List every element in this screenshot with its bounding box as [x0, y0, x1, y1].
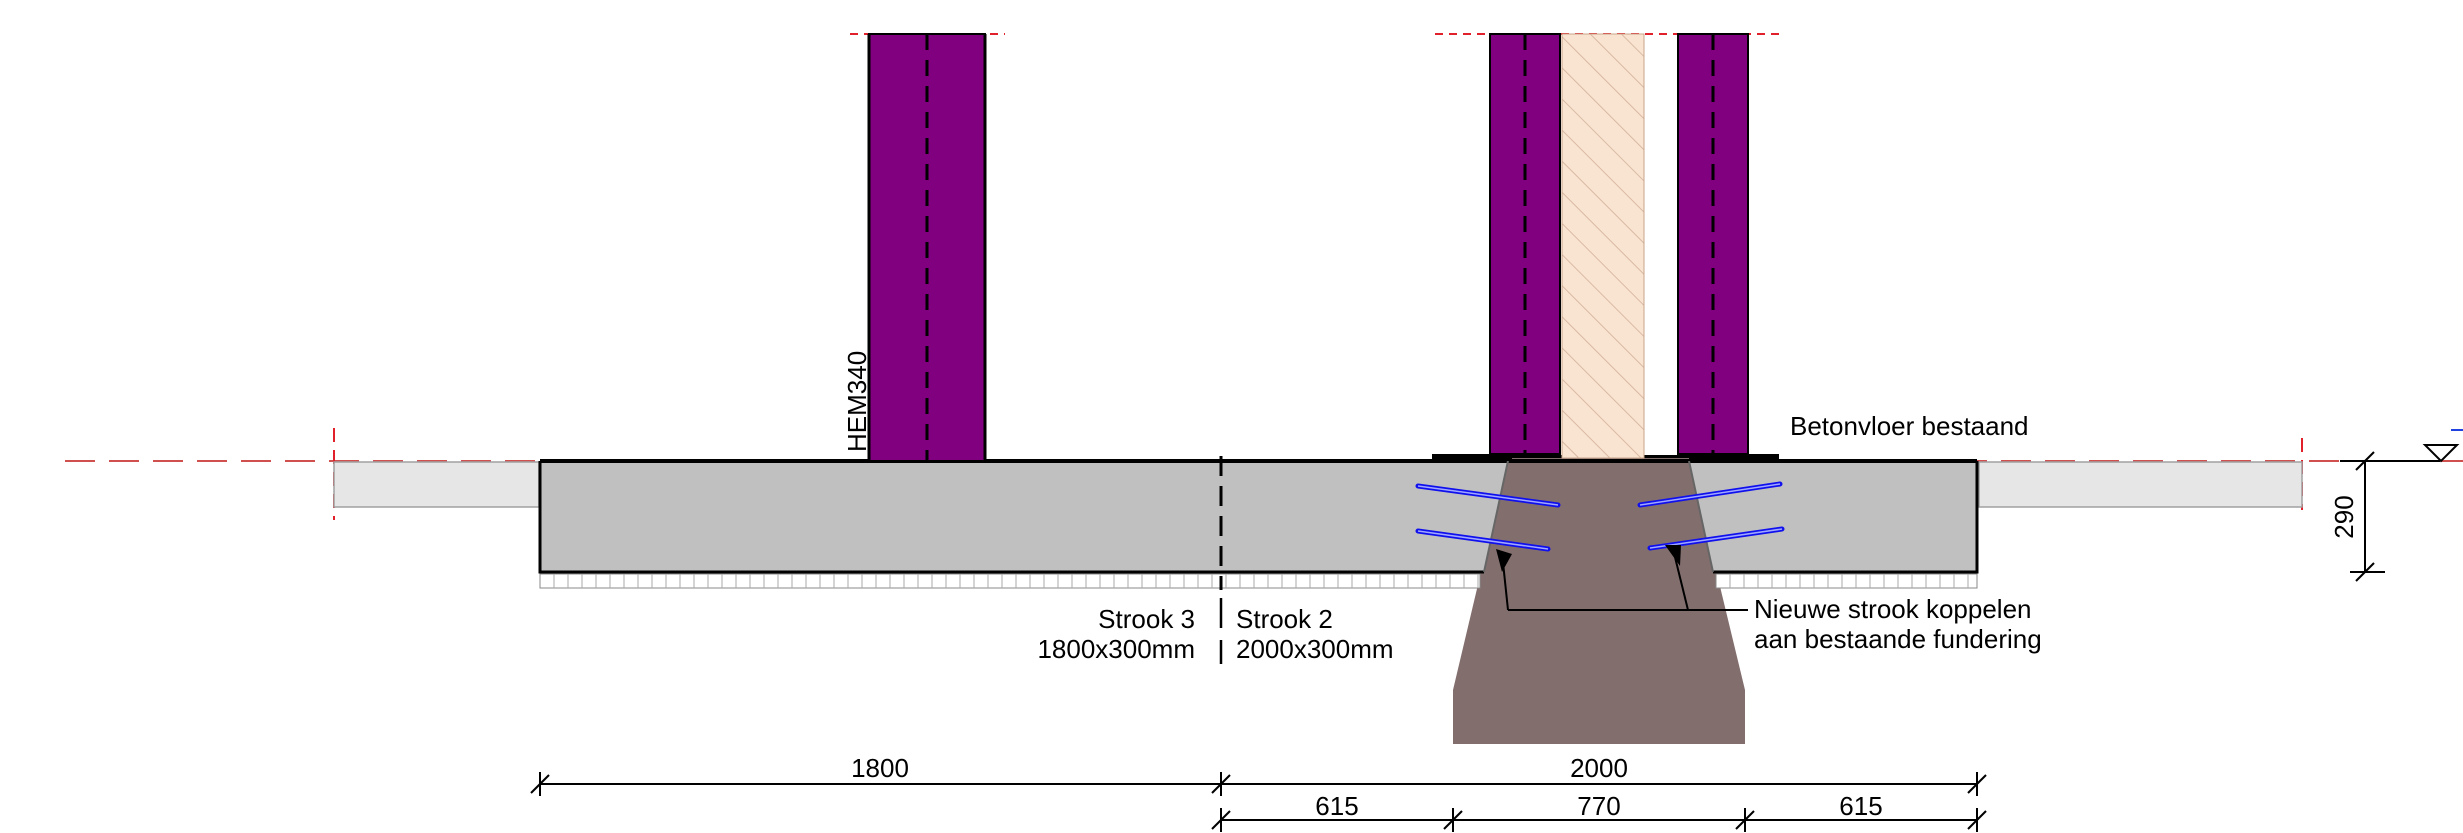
height-dimension — [2350, 451, 2385, 582]
dim-2000: 2000 — [1570, 753, 1628, 783]
floor-existing-right — [1978, 461, 2303, 508]
level-marker-icon — [2340, 429, 2463, 463]
leader-arrow-icon — [1496, 545, 1748, 611]
masonry-wall — [1561, 33, 1645, 459]
concrete-strip-new-right — [1689, 461, 1977, 572]
strip3-name: Strook 3 — [1098, 604, 1195, 634]
floor-existing-label: Betonvloer bestaand — [1790, 411, 2029, 441]
base-plate-right — [1689, 454, 1779, 461]
floor-existing-left — [333, 461, 540, 508]
concrete-strip-new — [540, 461, 1508, 572]
foundation-existing — [1453, 458, 1745, 744]
strip2-size: 2000x300mm — [1236, 634, 1394, 664]
dimension-lines — [530, 772, 1987, 832]
dim-615-left: 615 — [1315, 791, 1358, 821]
dim-615-right: 615 — [1839, 791, 1882, 821]
dim-770: 770 — [1577, 791, 1620, 821]
profile-label: HEM340 — [842, 351, 872, 452]
dim-1800: 1800 — [851, 753, 909, 783]
steel-column-right — [1677, 33, 1749, 455]
strip2-name: Strook 2 — [1236, 604, 1333, 634]
coupling-label-line2: aan bestaande fundering — [1754, 624, 2042, 654]
steel-column-mid — [1489, 33, 1561, 455]
steel-column-left — [867, 33, 987, 462]
height-dim-label: 290 — [2329, 495, 2359, 538]
reference-lines — [65, 33, 2463, 520]
blinding-layer — [539, 573, 1978, 589]
base-plate-left — [1432, 454, 1512, 461]
coupling-label-line1: Nieuwe strook koppelen — [1754, 594, 2032, 624]
strip3-size: 1800x300mm — [1037, 634, 1195, 664]
